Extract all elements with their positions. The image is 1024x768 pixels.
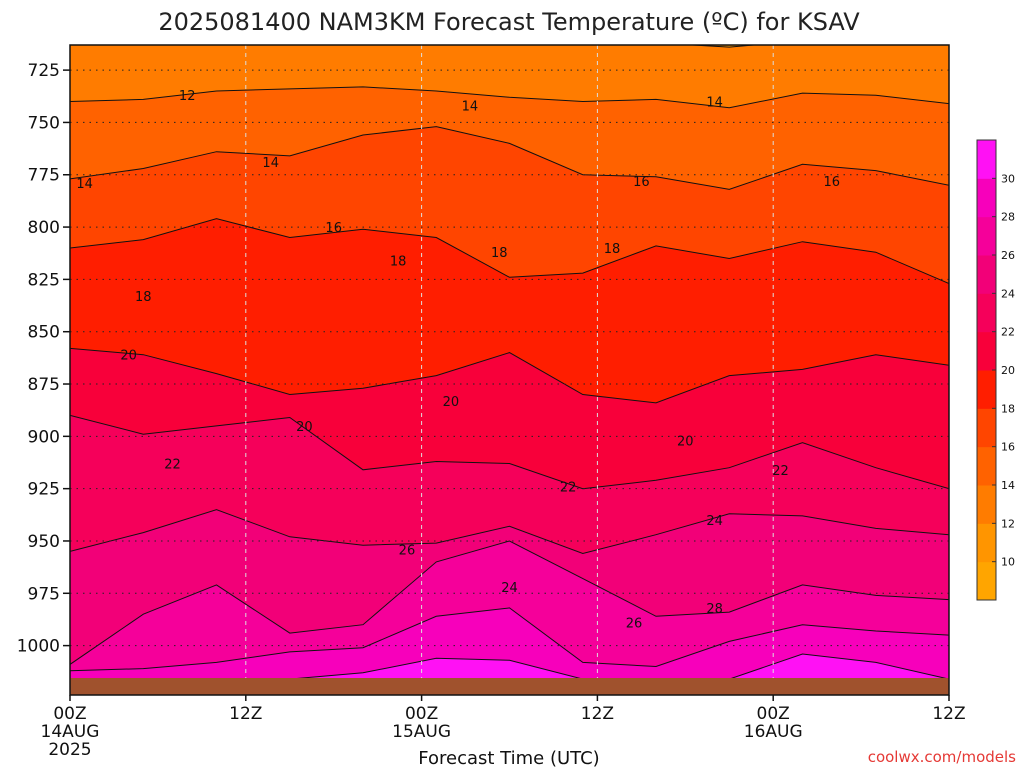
x-tick-label: 00Z [53, 704, 86, 724]
colorbar-swatch [977, 216, 996, 256]
plot-frame [69, 44, 950, 696]
y-tick-label: 875 [28, 375, 60, 395]
y-tick-label: 850 [28, 323, 60, 343]
colorbar-label: 12 [1001, 517, 1015, 530]
colorbar-label: 24 [1001, 287, 1015, 300]
colorbar-label: 10 [1001, 556, 1015, 569]
colorbar-swatch [977, 523, 996, 563]
contour-label: 22 [164, 458, 181, 473]
y-tick-label: 900 [28, 427, 60, 447]
watermark: coolwx.com/models [868, 748, 1016, 766]
y-tick-label: 725 [28, 61, 60, 81]
colorbar: 10 12 14 16 18 20 22 24 26 28 30 [976, 139, 1015, 601]
contour-label: 26 [399, 543, 416, 558]
colorbar-label: 18 [1001, 402, 1015, 415]
colorbar-swatch [977, 408, 996, 448]
contour-label: 16 [633, 175, 650, 190]
colorbar-swatch [977, 255, 996, 294]
contour-labels: 12 14 14 14 14 16 16 16 18 18 18 18 20 20 20 20 22 22 22 24… [76, 89, 840, 631]
colorbar-swatch [977, 561, 996, 601]
contour-28 [70, 607, 949, 672]
colorbar-swatch [977, 331, 996, 371]
contour-label: 14 [262, 156, 279, 171]
contour-label: 20 [677, 435, 694, 450]
colorbar-swatch [977, 293, 996, 333]
x-tick-label: 12Z [229, 704, 262, 724]
colorbar-label: 26 [1001, 249, 1015, 262]
y-tick-label: 750 [28, 113, 60, 133]
y-tick-label: 775 [28, 166, 60, 186]
contour-label: 22 [772, 464, 789, 479]
x-date-label: 14AUG [41, 722, 100, 742]
plot-area: 12 14 14 14 14 16 16 16 18 18 18 18 20 20 20 20 22 22 22 24… [70, 45, 949, 678]
y-tick-label: 1000 [17, 637, 60, 657]
y-tick-label: 925 [28, 480, 60, 500]
contour-label: 24 [501, 581, 518, 596]
x-tick-label: 00Z [405, 704, 438, 724]
contour-label: 24 [706, 514, 723, 529]
colorbar-label: 16 [1001, 441, 1015, 454]
contour-14 [70, 86, 949, 109]
contour-label: 18 [390, 255, 407, 270]
contour-30 [296, 653, 947, 678]
contour-label: 22 [560, 481, 577, 496]
colorbar-label: 20 [1001, 364, 1015, 377]
x-tick-label: 12Z [932, 704, 965, 724]
x-date-label: 16AUG [744, 722, 803, 742]
contour-label: 26 [626, 617, 643, 632]
colorbar-swatch [977, 370, 996, 409]
y-tick-label: 950 [28, 532, 60, 552]
contour-18 [70, 218, 949, 285]
colorbar-label: 14 [1001, 479, 1015, 492]
contour-lines [70, 45, 949, 678]
contour-label: 18 [491, 246, 508, 261]
contour-label: 20 [296, 420, 313, 435]
contour-label: 14 [76, 177, 93, 192]
x-year-label: 2025 [48, 740, 91, 760]
colorbar-swatch [977, 178, 996, 218]
contour-label: 28 [706, 602, 723, 617]
contour-label: 16 [325, 221, 342, 236]
contour-label: 18 [135, 290, 152, 305]
contour-label: 20 [443, 395, 460, 410]
colorbar-label: 22 [1001, 326, 1015, 339]
contour-22 [70, 414, 949, 490]
y-tick-label: 825 [28, 270, 60, 290]
x-tick-label: 12Z [581, 704, 614, 724]
colorbar-swatch [977, 485, 996, 524]
ground-strip [70, 678, 949, 695]
x-tick-label: 00Z [757, 704, 790, 724]
contour-label: 18 [604, 242, 621, 257]
fill-band-30 [302, 654, 945, 678]
contour-label: 14 [462, 100, 479, 115]
y-tick-label: 975 [28, 584, 60, 604]
contour-24 [70, 509, 949, 555]
contour-label: 20 [120, 349, 137, 364]
y-axis: 725 750 775 800 825 850 875 900 925 950 975 1000 [17, 61, 70, 657]
fill-band-28 [70, 607, 949, 678]
chart-title: 2025081400 NAM3KM Forecast Temperature (… [158, 8, 860, 36]
colorbar-swatch [977, 140, 996, 179]
x-date-label: 15AUG [392, 722, 451, 742]
contour-label: 16 [824, 175, 841, 190]
contour-label: 14 [706, 96, 723, 111]
contour-20 [70, 347, 949, 404]
contour-26 [70, 540, 949, 665]
contour-16 [70, 126, 949, 190]
x-axis-label: Forecast Time (UTC) [418, 748, 599, 768]
contour-label: 12 [179, 89, 196, 104]
colorbar-label: 30 [1001, 172, 1015, 185]
grid-lines [70, 45, 949, 678]
colorbar-label: 28 [1001, 211, 1015, 224]
y-tick-label: 800 [28, 218, 60, 238]
colorbar-swatch [977, 446, 996, 486]
